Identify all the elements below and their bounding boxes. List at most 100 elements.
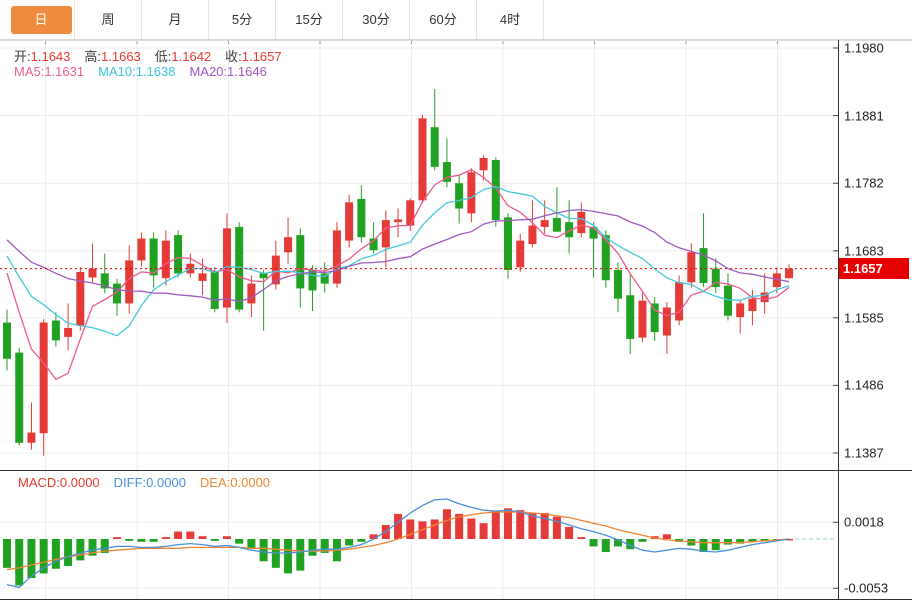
macd-hist-bar xyxy=(626,539,635,550)
candle-body xyxy=(699,248,708,283)
candle-body xyxy=(504,217,513,270)
macd-hist-bar xyxy=(540,512,549,539)
macd-hist-bar xyxy=(259,539,268,562)
macd-hist-bar xyxy=(394,513,403,539)
candle-body xyxy=(296,235,305,289)
macd-hist-bar xyxy=(785,539,794,541)
tab-period-1[interactable]: 日 xyxy=(8,0,75,39)
legend-pair: DIFF:0.0000 xyxy=(113,475,186,490)
candle-body xyxy=(100,273,109,289)
candle-body xyxy=(638,300,647,338)
macd-hist-bar xyxy=(504,508,513,539)
macd-hist-bar xyxy=(357,539,366,542)
candle-body xyxy=(320,273,329,284)
dea-line xyxy=(6,511,790,571)
candle-body xyxy=(772,273,781,288)
macd-hist-bar xyxy=(369,534,378,539)
candle-body xyxy=(64,328,73,337)
macd-hist-bar xyxy=(638,539,647,542)
macd-hist-bar xyxy=(39,539,48,574)
candle-body xyxy=(736,303,745,318)
legend-pair: 开:1.1643 xyxy=(14,49,71,64)
candle-body xyxy=(112,283,121,304)
candle-body xyxy=(565,222,574,238)
candle-body xyxy=(88,268,97,278)
macd-hist-bar xyxy=(320,539,329,553)
axis-tick-label: 1.1881 xyxy=(844,108,884,124)
tab-label: 5分 xyxy=(231,11,253,27)
ma-legend: MA5:1.1631 MA10:1.1638 MA20:1.1646 xyxy=(14,64,281,79)
candle-body xyxy=(345,202,354,241)
candle-body xyxy=(430,127,439,167)
candle-body xyxy=(406,200,415,226)
macd-hist-bar xyxy=(137,539,146,542)
tab-period-2[interactable]: 周 xyxy=(75,0,142,39)
candle-body xyxy=(161,240,170,279)
macd-hist-bar xyxy=(64,539,73,566)
macd-hist-bar xyxy=(198,536,207,539)
macd-hist-bar xyxy=(406,519,415,539)
macd-hist-bar xyxy=(662,534,671,539)
candle-body xyxy=(442,162,451,182)
current-price-tag: 1.1657 xyxy=(839,258,909,280)
candle-body xyxy=(577,211,586,234)
candle-body xyxy=(308,269,317,291)
candle-body xyxy=(137,238,146,261)
tab-period-4[interactable]: 5分 xyxy=(209,0,276,39)
tab-period-7[interactable]: 60分 xyxy=(410,0,477,39)
candle-body xyxy=(247,283,256,304)
candle-body xyxy=(614,269,622,299)
tab-period-3[interactable]: 月 xyxy=(142,0,209,39)
candle-body xyxy=(601,235,610,281)
tab-period-6[interactable]: 30分 xyxy=(343,0,410,39)
macd-hist-bar xyxy=(51,539,60,569)
macd-hist-bar xyxy=(161,537,170,539)
ma5-line xyxy=(6,168,790,381)
axis-tick-label: 1.1387 xyxy=(844,445,884,461)
macd-hist-bar xyxy=(3,539,11,568)
candle-body xyxy=(467,172,476,214)
macd-hist-bar xyxy=(308,539,317,556)
macd-hist-bar xyxy=(748,539,757,542)
macd-hist-bar xyxy=(430,519,439,539)
candle-body xyxy=(198,273,207,281)
candle-body xyxy=(235,226,244,310)
candle-body xyxy=(259,273,268,279)
legend-pair: MA20:1.1646 xyxy=(189,64,267,79)
axis-tick-label: 1.1980 xyxy=(844,40,884,56)
candle-body xyxy=(540,220,549,227)
tab-label: 30分 xyxy=(362,11,390,27)
macd-hist-bar xyxy=(284,539,293,574)
legend-pair: MACD:0.0000 xyxy=(18,475,100,490)
macd-hist-bar xyxy=(760,539,769,541)
candle-body xyxy=(491,160,500,221)
macd-hist-bar xyxy=(88,539,97,556)
legend-pair: MA10:1.1638 xyxy=(98,64,176,79)
tab-label: 15分 xyxy=(295,11,323,27)
candle-body xyxy=(418,118,427,201)
tab-period-5[interactable]: 15分 xyxy=(276,0,343,39)
candle-body xyxy=(27,432,36,443)
macd-hist-bar xyxy=(467,518,476,539)
diff-line xyxy=(6,498,790,589)
tab-label: 60分 xyxy=(429,11,457,27)
candle-body xyxy=(394,219,403,223)
macd-hist-bar xyxy=(736,539,745,544)
macd-hist-bar xyxy=(100,539,109,553)
tab-label: 日 xyxy=(10,5,72,34)
macd-hist-bar xyxy=(112,537,121,539)
macd-hist-bar xyxy=(15,539,24,586)
candle-body xyxy=(711,268,720,288)
candle-body xyxy=(15,352,24,443)
candle-body xyxy=(626,295,635,339)
macd-hist-bar xyxy=(577,537,586,539)
macd-hist-bar xyxy=(210,539,219,541)
macd-hist-bar xyxy=(699,539,708,553)
macd-hist-bar xyxy=(516,510,525,539)
tab-period-8[interactable]: 4时 xyxy=(477,0,544,39)
candle-body xyxy=(125,260,134,304)
legend-pair: MA5:1.1631 xyxy=(14,64,85,79)
period-tab-bar: 日 周 月 5分 15分 30分 60分 4时 xyxy=(0,0,912,40)
candle-body xyxy=(357,198,366,238)
